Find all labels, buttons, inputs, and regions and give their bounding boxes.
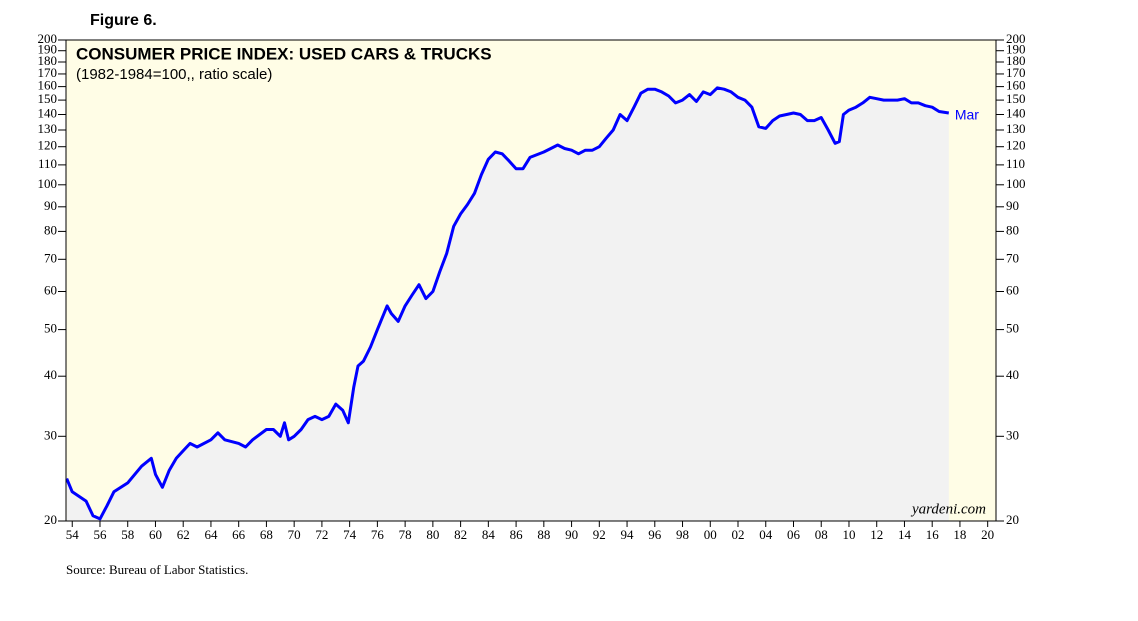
y2-tick-label: 70 (1006, 250, 1019, 265)
plot-frame (65, 39, 997, 522)
y-tick-label: 110 (38, 156, 57, 171)
x-tick-label: 04 (759, 527, 773, 542)
chart-subtitle: (1982-1984=100,, ratio scale) (76, 66, 272, 83)
figure-label: Figure 6. (90, 12, 157, 29)
x-tick-label: 16 (926, 527, 940, 542)
x-tick-label: 18 (953, 527, 966, 542)
x-tick-label: 06 (787, 527, 801, 542)
x-tick-label: 98 (676, 527, 689, 542)
source-note: Source: Bureau of Labor Statistics. (66, 562, 248, 577)
chart-title: CONSUMER PRICE INDEX: USED CARS & TRUCKS (76, 44, 492, 63)
x-tick-label: 72 (315, 527, 328, 542)
x-tick-label: 94 (621, 527, 635, 542)
x-tick-label: 96 (648, 527, 662, 542)
y2-tick-label: 50 (1006, 321, 1019, 336)
x-tick-label: 10 (842, 527, 855, 542)
y2-tick-label: 20 (1006, 512, 1019, 527)
y2-tick-label: 120 (1006, 138, 1026, 153)
x-tick-label: 66 (232, 527, 246, 542)
y-tick-label: 120 (38, 138, 58, 153)
y-tick-label: 30 (44, 427, 57, 442)
y2-tick-label: 140 (1006, 105, 1026, 120)
y-tick-label: 100 (38, 176, 58, 191)
y2-tick-label: 190 (1006, 42, 1026, 57)
x-tick-label: 82 (454, 527, 467, 542)
y-tick-label: 60 (44, 282, 57, 297)
x-tick-label: 02 (732, 527, 745, 542)
y2-tick-label: 110 (1006, 156, 1025, 171)
y2-tick-label: 160 (1006, 78, 1026, 93)
y-tick-label: 180 (38, 53, 58, 68)
y2-tick-label: 90 (1006, 198, 1019, 213)
y-tick-label: 70 (44, 250, 57, 265)
y-tick-label: 190 (38, 42, 58, 57)
y-tick-label: 40 (44, 367, 57, 382)
y2-tick-label: 80 (1006, 222, 1019, 237)
y-tick-label: 130 (38, 121, 58, 136)
y-tick-label: 140 (38, 105, 58, 120)
x-tick-label: 00 (704, 527, 717, 542)
x-tick-label: 90 (565, 527, 578, 542)
y2-tick-label: 180 (1006, 53, 1026, 68)
x-tick-label: 64 (204, 527, 218, 542)
y2-tick-label: 200 (1006, 31, 1026, 46)
x-tick-label: 60 (149, 527, 162, 542)
y2-tick-label: 30 (1006, 427, 1019, 442)
x-tick-label: 68 (260, 527, 273, 542)
x-tick-label: 58 (121, 527, 134, 542)
y-tick-label: 20 (44, 512, 57, 527)
x-tick-label: 14 (898, 527, 912, 542)
x-tick-label: 08 (815, 527, 828, 542)
x-tick-label: 86 (510, 527, 524, 542)
y2-tick-label: 170 (1006, 65, 1026, 80)
x-tick-label: 12 (870, 527, 883, 542)
x-tick-label: 92 (593, 527, 606, 542)
area (66, 87, 949, 522)
x-tick-label: 88 (537, 527, 550, 542)
watermark: yardeni.com (910, 501, 986, 517)
y-tick-label: 80 (44, 222, 57, 237)
y-tick-label: 170 (38, 65, 58, 80)
y-tick-label: 200 (38, 31, 58, 46)
x-tick-label: 20 (981, 527, 994, 542)
x-tick-label: 54 (66, 527, 80, 542)
y2-tick-label: 150 (1006, 91, 1026, 106)
y2-tick-label: 60 (1006, 282, 1019, 297)
y-tick-label: 150 (38, 91, 58, 106)
x-tick-label: 56 (93, 527, 107, 542)
end-label: Mar (955, 107, 979, 123)
y2-tick-label: 40 (1006, 367, 1019, 382)
x-tick-label: 70 (288, 527, 301, 542)
x-tick-label: 80 (426, 527, 439, 542)
x-tick-label: 84 (482, 527, 496, 542)
x-tick-label: 78 (399, 527, 412, 542)
y-tick-label: 50 (44, 321, 57, 336)
x-tick-label: 62 (177, 527, 190, 542)
y-tick-label: 90 (44, 198, 57, 213)
x-tick-label: 76 (371, 527, 385, 542)
y-tick-label: 160 (38, 78, 58, 93)
y2-tick-label: 100 (1006, 176, 1026, 191)
line (65, 86, 950, 521)
y2-tick-label: 130 (1006, 121, 1026, 136)
x-tick-label: 74 (343, 527, 357, 542)
